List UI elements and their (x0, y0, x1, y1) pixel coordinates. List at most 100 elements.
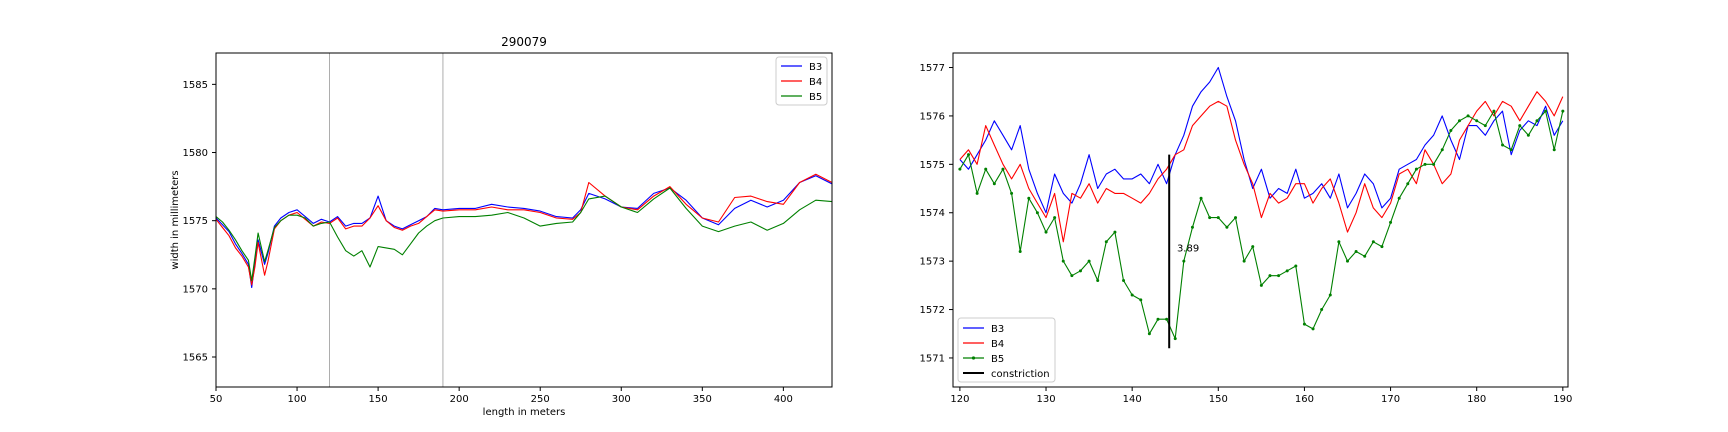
left-plot-lines (215, 53, 833, 387)
right-series-b5-point (1475, 119, 1479, 123)
right-series-b5-point (1371, 240, 1375, 244)
left-y-tick-label: 1575 (183, 216, 208, 227)
right-series-b5-point (1190, 225, 1194, 229)
left-legend: B3 B4 B5 (775, 56, 828, 106)
right-series-b5-point (1242, 259, 1246, 263)
right-series-b5-point (1018, 249, 1022, 253)
right-legend-b5-marker (971, 356, 976, 360)
right-series-b5-point (1457, 119, 1461, 123)
right-series-b5-point (1277, 274, 1281, 278)
left-legend-b4-label: B4 (809, 77, 822, 88)
right-series-b5-point (1044, 230, 1048, 234)
right-series-b5-point (1432, 162, 1436, 166)
left-plot-frame (215, 52, 833, 388)
right-series-b5-point (1104, 240, 1108, 244)
left-series-b5-line (215, 187, 833, 282)
right-series-b5-point (1182, 259, 1186, 263)
left-x-axis-label: length in meters (483, 407, 566, 418)
left-x-tick-label: 350 (693, 394, 712, 405)
right-series-b5-point (1449, 128, 1453, 132)
right-x-tick-label: 190 (1553, 394, 1572, 405)
right-series-b5-point (1113, 230, 1117, 234)
right-series-b5-point (1139, 298, 1143, 302)
right-series-b5-point (1285, 269, 1289, 273)
right-x-tick-label: 140 (1123, 394, 1142, 405)
right-series-b5-point (1122, 279, 1126, 283)
left-chart-title: 290079 (501, 35, 547, 49)
left-y-axis-label: width in millimeters (170, 170, 181, 269)
right-series-b5-point (1345, 259, 1349, 263)
right-y-tick-label: 1576 (920, 111, 945, 122)
left-y-tick-label: 1565 (183, 353, 208, 364)
right-plot-frame (952, 52, 1569, 388)
right-series-b5-point (1251, 245, 1255, 249)
right-series-b5-point (1526, 133, 1530, 137)
right-series-b5-point (1130, 293, 1134, 297)
right-series-b5-point (1216, 216, 1220, 220)
right-series-b5-point (1320, 308, 1324, 312)
right-series-b5-point (1406, 182, 1410, 186)
right-series-b5-point (1354, 249, 1358, 253)
right-y-tick-label: 1571 (920, 353, 945, 364)
right-series-b5-point (1509, 148, 1513, 152)
right-series-b5-point (1311, 327, 1315, 331)
right-legend-constriction-label: constriction (991, 369, 1050, 380)
right-x-tick-label: 180 (1467, 394, 1486, 405)
right-x-tick-label: 160 (1295, 394, 1314, 405)
right-series-b5-point (1156, 317, 1160, 321)
right-series-b5-point (1483, 124, 1487, 128)
right-series-b5-point (1380, 245, 1384, 249)
right-series-b5-point (1397, 196, 1401, 200)
left-legend-b5-label: B5 (809, 92, 822, 103)
right-series-b5-point (1268, 274, 1272, 278)
left-x-tick-label: 100 (288, 394, 307, 405)
right-legend-b3-label: B3 (991, 324, 1004, 335)
right-legend-b5-label: B5 (991, 354, 1004, 365)
right-legend-box (957, 317, 1056, 383)
right-series-b5-point (1001, 167, 1005, 171)
right-series-b5-point (1061, 259, 1065, 263)
right-series-b5-point (1363, 254, 1367, 258)
right-series-b5-point (1096, 279, 1100, 283)
right-series-b5-point (1208, 216, 1212, 220)
right-series-b5-point (1199, 196, 1203, 200)
left-x-tick-label: 250 (531, 394, 550, 405)
left-y-tick-label: 1580 (183, 148, 208, 159)
left-x-tick-label: 200 (450, 394, 469, 405)
right-legend: B3 B4 B5 constriction (957, 317, 1056, 383)
right-x-tick-label: 130 (1036, 394, 1055, 405)
right-y-tick-label: 1572 (920, 305, 945, 316)
constriction-annotation: 3.89 (1177, 243, 1199, 254)
right-legend-b4-label: B4 (991, 339, 1004, 350)
left-axes: 50 100 150 200 250 300 350 400 1565 1570 1575 1580 1… (183, 80, 793, 405)
right-series-b5-point (1078, 269, 1082, 273)
right-axes: 120 130 140 150 160 170 180 190 1571 1572 1573 1574… (920, 63, 1573, 405)
constriction-detail-chart: 120 130 140 150 160 170 180 190 1571 1572 1573 1574… (920, 52, 1573, 405)
right-y-tick-label: 1573 (920, 257, 945, 268)
right-x-tick-label: 120 (950, 394, 969, 405)
right-series-b3-line (959, 66, 1564, 214)
right-series-b5-point (1423, 162, 1427, 166)
left-series-b3-line (215, 175, 833, 289)
right-series-b5-point (1010, 191, 1014, 195)
right-series-b4-line (959, 91, 1564, 243)
right-series-b5-point (1518, 124, 1522, 128)
right-series-b5-point (984, 167, 988, 171)
left-x-tick-label: 400 (774, 394, 793, 405)
right-series-b5-point (1165, 317, 1169, 321)
right-series-b5-point (992, 182, 996, 186)
right-series-b5-point (1053, 216, 1057, 220)
right-series-b5-point (1294, 264, 1298, 268)
left-x-tick-label: 150 (369, 394, 388, 405)
right-series-b5-point (1561, 109, 1565, 113)
right-series-b5-point (1234, 216, 1238, 220)
right-y-tick-label: 1577 (920, 63, 945, 74)
left-x-tick-label: 300 (612, 394, 631, 405)
right-series-b5-point (967, 153, 971, 157)
right-y-tick-label: 1575 (920, 160, 945, 171)
right-series-b5-point (1070, 274, 1074, 278)
width-profile-chart: 50 100 150 200 250 300 350 400 1565 1570 1575 1580 1… (170, 35, 833, 418)
right-series-b5-point (1466, 114, 1470, 118)
left-series-b4-line (215, 173, 833, 286)
